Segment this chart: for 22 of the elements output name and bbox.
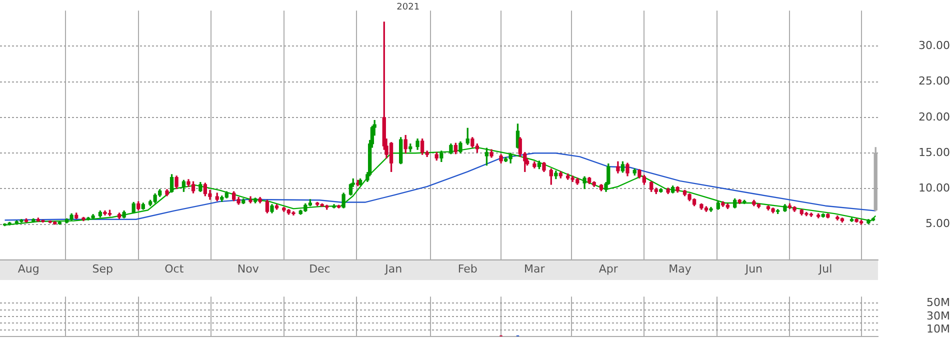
x-tick-label: Aug (18, 262, 40, 276)
x-tick-label: Jan (384, 262, 402, 276)
y-tick-label: 5.00 (926, 217, 950, 230)
y-tick-label: 10M (926, 322, 950, 336)
x-tick-label: Jun (744, 262, 763, 276)
x-tick-label: Feb (458, 262, 478, 276)
x-tick-label: May (668, 262, 692, 276)
y-tick-label: 30.00 (918, 39, 950, 52)
x-tick-label: Nov (237, 262, 260, 276)
x-tick-label: Oct (164, 262, 184, 276)
x-tick-label: Dec (309, 262, 330, 276)
annotation: 2021 (396, 2, 420, 12)
y-tick-label: 10.00 (918, 182, 950, 195)
x-tick-label: Sep (92, 262, 113, 276)
y-tick-label: 15.00 (918, 146, 950, 159)
y-tick-label: 30M (926, 309, 950, 322)
x-tick-label: Apr (598, 262, 618, 276)
y-tick-label: 25.00 (918, 74, 950, 88)
x-tick-label: Mar (524, 262, 546, 276)
y-tick-label: 50M (926, 296, 950, 310)
y-tick-label: 20.00 (918, 110, 950, 124)
x-tick-label: Jul (818, 262, 832, 276)
